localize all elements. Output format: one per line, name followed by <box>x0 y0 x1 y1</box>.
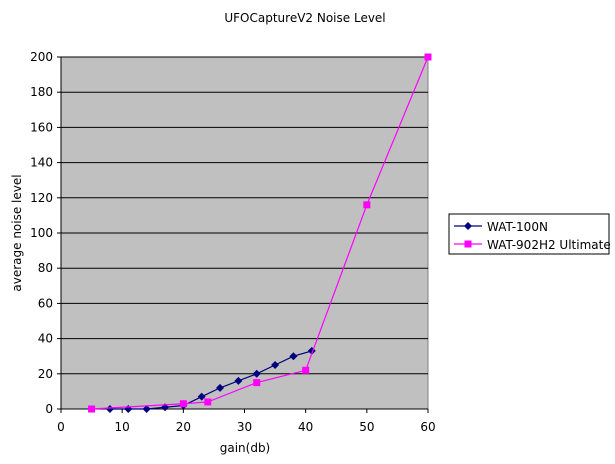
y-tick-label: 20 <box>38 367 53 381</box>
legend-marker <box>464 222 472 230</box>
y-tick-label: 80 <box>38 261 53 275</box>
data-point <box>105 405 114 413</box>
data-point <box>271 361 280 369</box>
y-tick-label: 180 <box>30 85 53 99</box>
legend: WAT-100N WAT-902H2 Ultimate <box>448 213 611 255</box>
x-tick-label: 0 <box>57 420 65 434</box>
data-point <box>253 379 261 387</box>
data-point <box>234 376 243 385</box>
y-tick-label: 100 <box>30 226 53 240</box>
legend-box <box>448 213 610 255</box>
legend-label: WAT-902H2 Ultimate <box>487 238 611 252</box>
x-tick-label: 20 <box>176 420 191 434</box>
y-tick-label: 0 <box>45 402 53 416</box>
data-point <box>424 53 432 61</box>
data-point <box>88 405 96 413</box>
chart-title: UFOCaptureV2 Noise Level <box>224 11 385 25</box>
x-tick-label: 10 <box>115 420 130 434</box>
x-tick-label: 40 <box>298 420 313 434</box>
data-point <box>289 352 298 361</box>
legend-label: WAT-100N <box>487 220 548 234</box>
y-tick-label: 120 <box>30 191 53 205</box>
data-point <box>142 405 151 413</box>
x-tick-label: 50 <box>359 420 374 434</box>
x-tick-label: 30 <box>237 420 252 434</box>
y-tick-label: 160 <box>30 120 53 134</box>
data-point <box>216 383 225 392</box>
x-tick-label: 60 <box>420 420 435 434</box>
data-point <box>363 201 371 209</box>
legend-marker <box>464 240 472 248</box>
y-tick-label: 60 <box>38 296 53 310</box>
data-point <box>252 369 261 378</box>
y-tick-label: 140 <box>30 156 53 170</box>
data-point <box>197 392 206 401</box>
data-point <box>302 366 310 374</box>
data-point <box>204 398 212 406</box>
y-tick-label: 40 <box>38 332 53 346</box>
data-point <box>179 400 187 408</box>
x-axis-label: gain(db) <box>220 441 271 455</box>
y-axis-label: average noise level <box>10 174 24 291</box>
y-tick-label: 200 <box>30 50 53 64</box>
